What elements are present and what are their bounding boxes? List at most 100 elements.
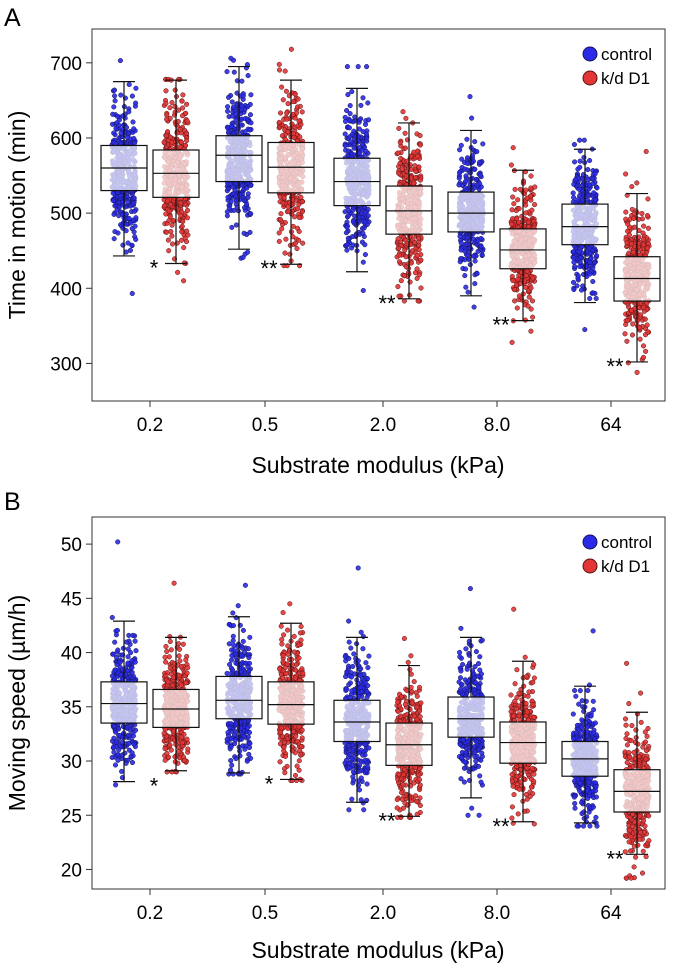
data-point: [355, 757, 361, 763]
data-point: [247, 634, 253, 640]
data-point: [639, 210, 645, 217]
data-point: [180, 105, 186, 111]
data-point: [126, 215, 132, 221]
data-point: [296, 201, 302, 208]
data-point: [132, 638, 138, 644]
data-point: [117, 58, 123, 64]
data-point: [133, 236, 139, 243]
data-point: [511, 287, 517, 293]
data-point: [477, 172, 483, 178]
y-tick-label: 45: [61, 589, 82, 610]
data-point: [233, 198, 239, 204]
data-point: [628, 307, 635, 313]
data-point: [110, 744, 117, 750]
data-point: [247, 740, 253, 747]
data-point: [458, 142, 464, 148]
data-point: [467, 262, 473, 268]
data-point: [126, 109, 132, 115]
data-point: [576, 249, 582, 255]
data-point: [132, 659, 138, 665]
data-point: [578, 255, 584, 261]
data-point: [456, 170, 463, 176]
data-point: [295, 96, 301, 102]
data-point: [278, 211, 284, 217]
y-tick-label: 30: [61, 752, 82, 773]
data-point: [462, 273, 468, 279]
box-iqr: [385, 185, 433, 235]
data-point: [360, 287, 366, 294]
data-point: [346, 125, 352, 131]
data-point: [246, 751, 252, 757]
data-point: [592, 197, 598, 203]
data-point: [247, 127, 253, 133]
data-point: [358, 797, 364, 803]
data-point: [475, 238, 481, 244]
data-point: [113, 632, 119, 638]
panel-a-label: A: [4, 4, 21, 32]
data-point: [359, 689, 365, 695]
data-point: [112, 93, 118, 99]
data-point: [109, 754, 115, 761]
data-point: [118, 92, 124, 98]
y-tick-label: 500: [50, 204, 82, 225]
data-point: [276, 119, 282, 125]
data-point: [345, 242, 351, 248]
box-iqr: [447, 191, 495, 233]
data-point: [350, 219, 356, 225]
data-point: [245, 734, 251, 740]
data-point: [112, 762, 119, 768]
data-point: [118, 130, 124, 136]
data-point: [233, 721, 239, 727]
data-point: [248, 92, 254, 98]
data-point: [233, 615, 239, 621]
data-point: [414, 266, 420, 272]
data-point: [229, 99, 235, 105]
data-point: [399, 166, 405, 172]
data-point: [530, 275, 536, 281]
data-point: [242, 129, 248, 135]
data-point: [592, 171, 598, 177]
data-point: [632, 224, 638, 230]
data-point: [296, 228, 302, 235]
data-point: [169, 233, 175, 239]
data-point: [296, 237, 302, 243]
data-point: [510, 278, 516, 284]
data-point: [644, 245, 651, 251]
data-point: [230, 623, 237, 629]
panel-a-plot-frame: [91, 28, 666, 402]
data-point: [235, 603, 241, 609]
data-point: [529, 298, 536, 304]
data-point: [246, 655, 252, 661]
data-point: [463, 284, 469, 290]
data-point: [109, 121, 116, 127]
box-iqr: [499, 228, 547, 270]
data-point: [131, 741, 137, 747]
data-point: [480, 141, 486, 147]
data-point: [111, 211, 117, 217]
significance-marker: **: [260, 256, 278, 281]
data-point: [414, 275, 420, 281]
data-point: [346, 207, 352, 213]
data-point: [161, 203, 168, 209]
data-point: [279, 133, 285, 139]
data-point: [416, 235, 422, 241]
data-point: [132, 140, 138, 146]
data-point: [463, 646, 469, 652]
data-point: [240, 638, 246, 644]
data-point: [474, 149, 480, 155]
data-point: [469, 115, 475, 121]
data-point: [110, 198, 116, 204]
data-point: [360, 230, 366, 236]
data-point: [361, 225, 367, 231]
data-point: [248, 120, 254, 126]
data-point: [587, 157, 593, 164]
data-point: [276, 230, 282, 236]
data-point: [478, 243, 484, 249]
data-point: [459, 156, 465, 162]
data-point: [229, 667, 236, 673]
data-point: [231, 104, 237, 110]
data-point: [183, 130, 189, 136]
data-point: [362, 757, 368, 763]
data-point: [634, 369, 640, 375]
